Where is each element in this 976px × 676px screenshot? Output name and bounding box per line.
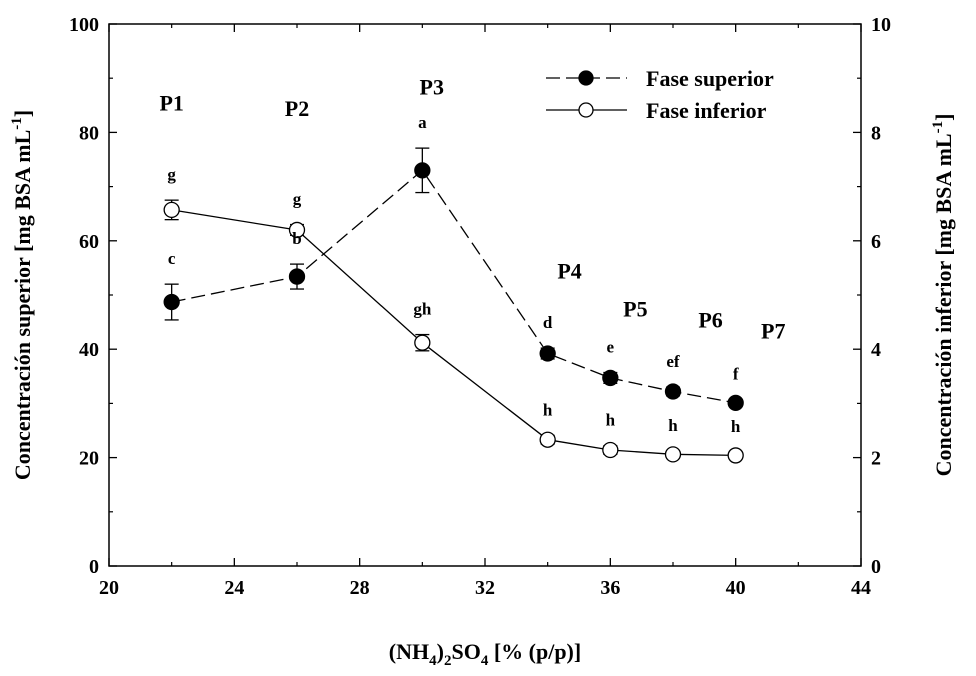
series-line-superior xyxy=(171,169,736,404)
data-point xyxy=(727,394,744,412)
y-left-tick-label: 0 xyxy=(89,556,99,578)
phase-label: P7 xyxy=(761,318,785,343)
significance-label: ef xyxy=(666,352,680,371)
phase-label: P3 xyxy=(420,74,444,99)
phase-label: P4 xyxy=(557,259,581,284)
data-point xyxy=(288,221,306,239)
significance-label: b xyxy=(292,229,301,248)
y-axis-left-title: Concentración superior [mg BSA mL-1] xyxy=(9,110,35,480)
significance-label: a xyxy=(418,113,427,132)
phase-label: P6 xyxy=(698,308,722,333)
y-left-tick-label: 80 xyxy=(79,122,99,144)
data-point xyxy=(727,447,744,464)
x-tick-label: 20 xyxy=(99,577,119,599)
legend-label-inferior: Fase inferior xyxy=(646,98,767,123)
data-point xyxy=(288,268,306,285)
data-markers xyxy=(163,162,744,464)
y-right-tick-label: 6 xyxy=(871,231,881,253)
y-left-tick-label: 100 xyxy=(69,14,99,36)
data-point xyxy=(539,431,556,448)
phase-label: P5 xyxy=(623,297,647,322)
x-axis-title: (NH4)2SO4 [% (p/p)] xyxy=(389,639,581,669)
data-point xyxy=(163,201,180,219)
series-line-inferior xyxy=(171,209,736,457)
phase-label: P2 xyxy=(285,96,309,121)
x-tick-label: 32 xyxy=(475,577,495,599)
y-right-tick-label: 10 xyxy=(871,14,891,36)
data-point xyxy=(602,369,619,387)
legend-marker-inferior xyxy=(578,102,594,118)
significance-label: d xyxy=(543,313,553,332)
data-point xyxy=(664,383,682,400)
y-right-tick-label: 0 xyxy=(871,556,881,578)
y-right-tick-label: 4 xyxy=(871,339,881,361)
y-left-tick-label: 40 xyxy=(79,339,99,361)
data-point xyxy=(539,345,556,362)
x-tick-label: 44 xyxy=(851,577,871,599)
significance-label: e xyxy=(607,338,615,357)
data-point xyxy=(163,293,180,311)
labels: c b a d e ef f g g gh h h h h P1 P2 P3 P4 P5 P6 P7 xyxy=(159,74,785,436)
x-tick-label: 40 xyxy=(726,577,746,599)
significance-label: gh xyxy=(413,300,432,319)
legend-label-superior: Fase superior xyxy=(646,66,774,91)
significance-label: h xyxy=(606,411,616,430)
significance-label: h xyxy=(731,417,741,436)
significance-label: g xyxy=(167,165,176,184)
data-point xyxy=(414,334,431,351)
data-point xyxy=(664,446,682,463)
significance-label: h xyxy=(543,400,553,419)
legend-marker-superior xyxy=(578,70,594,86)
y-left-tick-label: 20 xyxy=(79,448,99,470)
x-tick-label: 36 xyxy=(600,577,620,599)
error-bars xyxy=(164,147,743,460)
y-axis-right-title: Concentración inferior [mg BSA mL-1] xyxy=(930,114,956,477)
significance-label: f xyxy=(733,365,739,384)
significance-label: g xyxy=(293,190,302,209)
y-right-tick-label: 2 xyxy=(871,448,881,470)
y-left-tick-label: 60 xyxy=(79,231,99,253)
data-point xyxy=(414,162,431,179)
y-right-tick-label: 8 xyxy=(871,122,881,144)
data-point xyxy=(602,441,619,459)
series-lines xyxy=(171,169,736,457)
x-tick-label: 24 xyxy=(224,577,244,599)
significance-label: c xyxy=(168,249,176,268)
legend: Fase superior Fase inferior xyxy=(546,66,774,123)
phase-label: P1 xyxy=(159,91,183,116)
significance-label: h xyxy=(668,416,678,435)
x-tick-label: 28 xyxy=(350,577,370,599)
